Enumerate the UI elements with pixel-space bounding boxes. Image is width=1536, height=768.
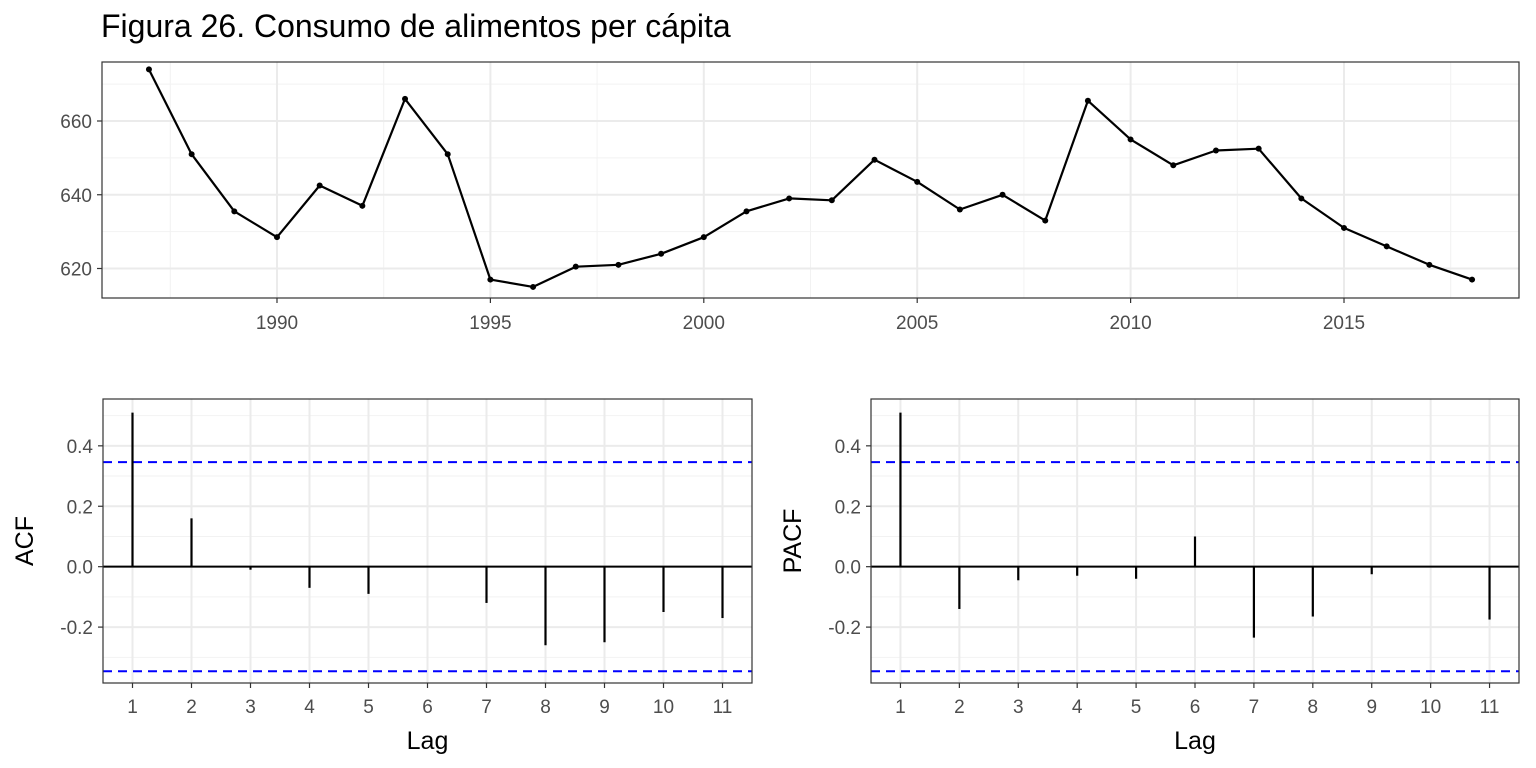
series-point (1383, 243, 1390, 250)
series-point (145, 66, 152, 73)
pacf-x-tick-label: 6 (1190, 697, 1201, 718)
series-point (1469, 276, 1476, 283)
acf-x-tick-label: 7 (481, 697, 492, 718)
pacf-y-tick-label: 0.2 (835, 497, 861, 518)
series-x-tick-label: 2005 (896, 313, 938, 334)
pacf-y-tick-label: 0.0 (835, 558, 861, 579)
series-point (188, 151, 195, 158)
series-point (1341, 224, 1348, 231)
acf-x-tick-label: 8 (540, 697, 551, 718)
acf-y-axis-label: ACF (11, 516, 39, 566)
series-point (700, 234, 707, 241)
series-point (658, 250, 665, 257)
pacf-x-tick-label: 10 (1420, 697, 1441, 718)
series-x-tick-label: 2010 (1109, 313, 1151, 334)
series-point (999, 191, 1006, 198)
series-y-tick-label: 620 (60, 260, 92, 281)
series-point (402, 95, 409, 102)
pacf-x-tick-label: 7 (1249, 697, 1260, 718)
pacf-x-tick-label: 9 (1366, 697, 1377, 718)
series-y-tick-label: 640 (60, 186, 92, 207)
series-point (871, 156, 878, 163)
series-point (1170, 162, 1177, 169)
series-point (487, 276, 494, 283)
acf-x-tick-label: 10 (653, 697, 674, 718)
acf-x-tick-label: 5 (363, 697, 374, 718)
series-point (956, 206, 963, 213)
pacf-y-tick-label: -0.2 (828, 618, 861, 639)
series-point (828, 197, 835, 204)
acf-x-tick-label: 4 (304, 697, 315, 718)
series-point (1426, 261, 1433, 268)
acf-x-tick-label: 3 (245, 697, 256, 718)
series-point (786, 195, 793, 202)
pacf-x-axis-label: Lag (1174, 727, 1216, 755)
series-point (1084, 97, 1091, 104)
series-point (316, 182, 323, 189)
series-point (1127, 136, 1134, 143)
series-x-tick-label: 1990 (256, 313, 298, 334)
series-point (273, 234, 280, 241)
series-point (1212, 147, 1219, 154)
acf-x-tick-label: 6 (422, 697, 433, 718)
acf-x-tick-label: 2 (186, 697, 197, 718)
series-x-tick-label: 2015 (1323, 313, 1365, 334)
pacf-x-tick-label: 1 (895, 697, 906, 718)
series-point (743, 208, 750, 215)
series-y-tick-label: 660 (60, 112, 92, 133)
chart-title: Figura 26. Consumo de alimentos per cápi… (101, 8, 731, 44)
acf-x-tick-label: 9 (599, 697, 610, 718)
series-point (914, 178, 921, 185)
acf-y-tick-label: -0.2 (60, 618, 93, 639)
acf-x-axis-label: Lag (407, 727, 449, 755)
series-point (231, 208, 238, 215)
series-point (1298, 195, 1305, 202)
series-point (444, 151, 451, 158)
pacf-x-tick-label: 2 (954, 697, 965, 718)
acf-x-tick-label: 11 (713, 697, 733, 718)
series-panel-border (101, 61, 1520, 299)
pacf-y-tick-label: 0.4 (835, 437, 862, 458)
pacf-x-tick-label: 8 (1308, 697, 1319, 718)
series-point (615, 261, 622, 268)
acf-x-tick-label: 1 (127, 697, 138, 718)
series-x-tick-label: 2000 (683, 313, 725, 334)
pacf-y-axis-label: PACF (779, 509, 807, 574)
series-x-tick-label: 1995 (469, 313, 511, 334)
series-point (530, 283, 537, 290)
pacf-x-tick-label: 5 (1131, 697, 1142, 718)
series-point (359, 202, 366, 209)
pacf-x-tick-label: 3 (1013, 697, 1024, 718)
acf-y-tick-label: 0.2 (67, 497, 93, 518)
pacf-x-tick-label: 4 (1072, 697, 1083, 718)
series-point (1042, 217, 1049, 224)
series-point (572, 263, 579, 270)
series-point (1255, 145, 1262, 152)
acf-y-tick-label: 0.4 (67, 437, 94, 458)
acf-y-tick-label: 0.0 (67, 558, 93, 579)
pacf-x-tick-label: 11 (1480, 697, 1500, 718)
series-line (147, 68, 1473, 288)
